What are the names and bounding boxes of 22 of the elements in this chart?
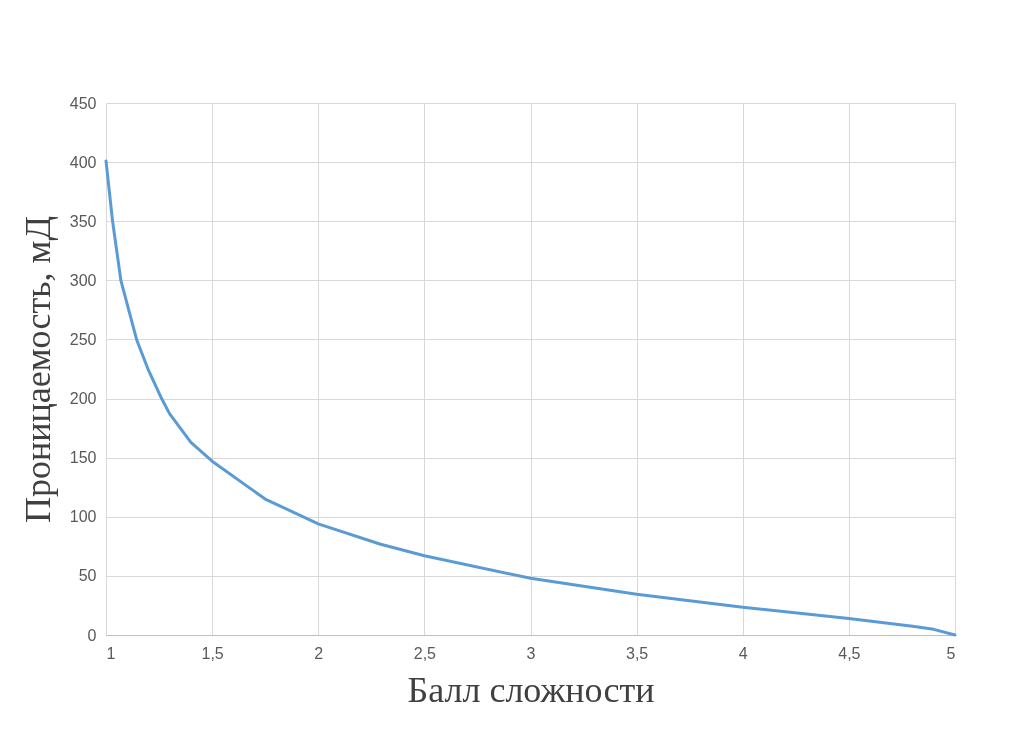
x-tick-label: 5 — [946, 644, 956, 662]
x-tick-label: 3,5 — [626, 644, 649, 662]
x-tick-label: 1 — [106, 644, 116, 662]
line-series — [104, 159, 957, 637]
x-tick-label: 3 — [526, 644, 536, 662]
y-tick-label: 450 — [69, 94, 97, 112]
y-tick-label: 0 — [87, 626, 97, 644]
y-tick-label: 150 — [69, 449, 97, 467]
y-tick-label: 100 — [69, 508, 97, 526]
y-tick-label: 350 — [69, 212, 97, 230]
x-tick-label: 1,5 — [201, 644, 224, 662]
y-tick-label: 300 — [69, 271, 97, 289]
y-tick-label: 200 — [69, 390, 97, 408]
x-tick-label: 4,5 — [838, 644, 861, 662]
y-tick-label: 250 — [69, 330, 97, 348]
y-tick-label: 400 — [69, 153, 97, 171]
x-tick-label: 2,5 — [413, 644, 437, 662]
x-tick-label: 4 — [738, 644, 748, 662]
x-tick-label: 2 — [314, 644, 324, 662]
x-axis-title: Балл сложности — [407, 669, 655, 710]
y-axis-title: Проницаемость, мД — [17, 216, 58, 523]
y-tick-label: 50 — [78, 567, 97, 585]
